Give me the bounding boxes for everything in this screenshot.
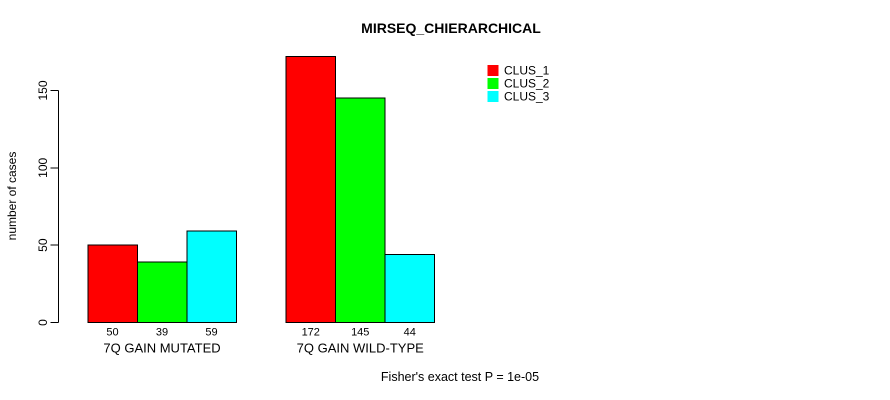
chart-title: MIRSEQ_CHIERARCHICAL [361, 20, 541, 36]
bar-clus_3 [384, 253, 435, 324]
bar-value-label: 50 [106, 327, 118, 339]
y-axis: 0 50 100 150 [36, 80, 59, 326]
bar-value-label: 44 [404, 327, 416, 339]
bar-value-label: 59 [205, 327, 217, 339]
bars-group: 50 39 59 7Q GAIN MUTATED 172 145 44 7Q GAIN WIL… [87, 55, 435, 356]
bar-value-label: 145 [351, 327, 369, 339]
x-category-label: 7Q GAIN WILD-TYPE [297, 341, 424, 356]
legend-swatch [487, 91, 499, 102]
bar-value-label: 172 [302, 327, 320, 339]
y-tick-label: 0 [36, 319, 50, 326]
caption-fisher-test: Fisher's exact test P = 1e-05 [381, 370, 539, 384]
bar-clus_3 [186, 230, 237, 324]
legend-label: CLUS_3 [504, 90, 550, 104]
bar-clus_2 [335, 97, 386, 323]
x-category-label: 7Q GAIN MUTATED [103, 341, 220, 356]
y-tick-label: 50 [36, 238, 50, 252]
bar-value-label: 39 [156, 327, 168, 339]
legend-swatch [487, 78, 499, 89]
bar-clus_1 [87, 244, 138, 324]
bar-clus_1 [285, 55, 336, 324]
y-tick-label: 150 [36, 80, 50, 100]
legend-swatch [487, 65, 499, 76]
legend-label: CLUS_1 [504, 64, 550, 78]
legend-label: CLUS_2 [504, 77, 550, 91]
bar-clus_2 [136, 261, 188, 323]
y-tick-label: 100 [36, 158, 50, 178]
y-axis-label: number of cases [5, 152, 19, 241]
